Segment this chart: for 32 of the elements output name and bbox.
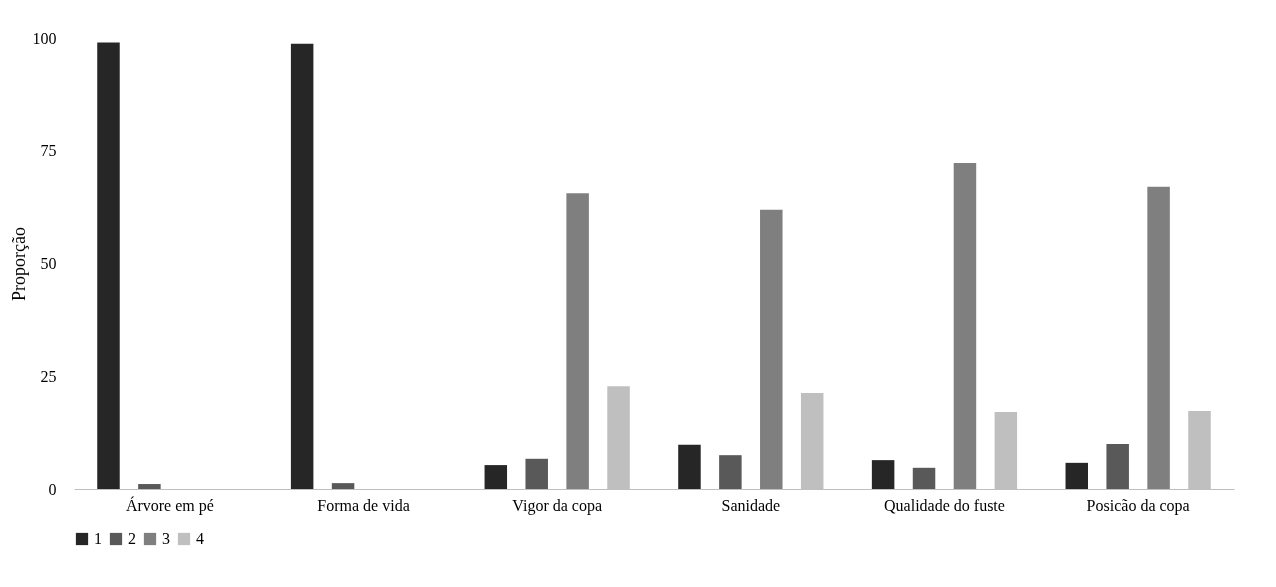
y-tick-label: 50	[40, 255, 57, 272]
bar	[525, 458, 548, 489]
x-tick-label: Vigor da copa	[512, 496, 603, 515]
legend-label: 2	[128, 530, 136, 547]
bar	[1147, 186, 1170, 489]
y-tick-label: 25	[40, 367, 57, 385]
bar	[953, 162, 977, 489]
x-tick-label: Posicão da copa	[1086, 496, 1190, 515]
bar	[912, 467, 936, 489]
x-tick-label: Forma de vida	[317, 496, 410, 514]
legend-label: 4	[196, 530, 204, 547]
y-tick-label: 100	[32, 29, 57, 47]
legend-label: 1	[94, 530, 102, 547]
bar	[290, 43, 314, 489]
x-tick-label: Qualidade do fuste	[884, 496, 1005, 514]
bar	[566, 193, 589, 489]
x-tick-label: Sanidade	[721, 496, 781, 514]
y-tick-label: 0	[48, 480, 57, 498]
bar	[760, 209, 783, 489]
bar	[97, 42, 120, 489]
x-tick-label: Árvore em pé	[125, 495, 214, 515]
bar	[138, 484, 161, 489]
y-axis-title: Proporção	[8, 227, 29, 301]
bar	[1065, 462, 1089, 489]
legend-label: 3	[162, 530, 170, 547]
bar	[871, 460, 895, 489]
bar	[484, 465, 508, 489]
bar	[1106, 443, 1129, 489]
y-tick-label: 75	[40, 142, 57, 160]
bar	[678, 444, 701, 489]
bar	[719, 455, 742, 489]
bar	[331, 483, 355, 489]
